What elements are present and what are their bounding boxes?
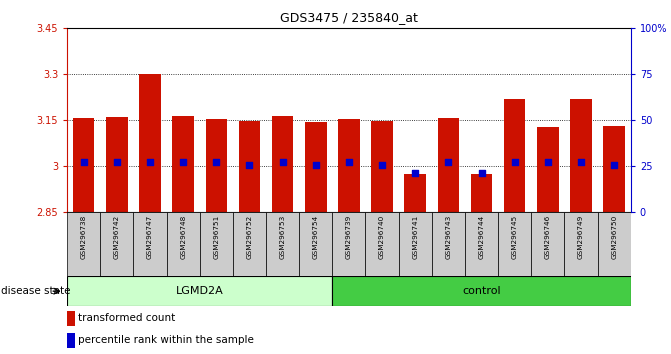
- Bar: [200, 212, 233, 276]
- Text: disease state: disease state: [1, 286, 70, 296]
- Point: [211, 160, 221, 165]
- Text: GSM296747: GSM296747: [147, 214, 153, 258]
- Bar: [305, 122, 327, 212]
- Text: GSM296752: GSM296752: [246, 214, 252, 258]
- Bar: [366, 212, 399, 276]
- Bar: [139, 74, 161, 212]
- Text: LGMD2A: LGMD2A: [176, 286, 223, 296]
- Text: percentile rank within the sample: percentile rank within the sample: [78, 335, 254, 345]
- Text: GSM296743: GSM296743: [446, 214, 452, 258]
- Point: [244, 162, 255, 168]
- Bar: [67, 333, 74, 348]
- Bar: [67, 212, 100, 276]
- Text: GSM296753: GSM296753: [280, 214, 286, 258]
- Bar: [272, 116, 293, 212]
- Bar: [299, 212, 332, 276]
- Text: GSM296739: GSM296739: [346, 214, 352, 258]
- Point: [509, 160, 520, 165]
- Point: [476, 170, 487, 176]
- Bar: [465, 212, 498, 276]
- Text: GSM296741: GSM296741: [412, 214, 418, 258]
- Bar: [166, 212, 200, 276]
- Text: GSM296746: GSM296746: [545, 214, 551, 258]
- Bar: [564, 212, 598, 276]
- Bar: [266, 212, 299, 276]
- Text: GSM296742: GSM296742: [114, 214, 120, 258]
- Point: [79, 160, 89, 165]
- Text: GDS3475 / 235840_at: GDS3475 / 235840_at: [280, 11, 418, 24]
- Bar: [73, 118, 95, 212]
- Point: [443, 160, 454, 165]
- Bar: [239, 121, 260, 212]
- Point: [111, 160, 122, 165]
- Bar: [504, 99, 525, 212]
- Bar: [432, 212, 465, 276]
- Text: GSM296754: GSM296754: [313, 214, 319, 258]
- Bar: [471, 174, 493, 212]
- Text: GSM296748: GSM296748: [180, 214, 186, 258]
- Text: GSM296751: GSM296751: [213, 214, 219, 258]
- Bar: [233, 212, 266, 276]
- Bar: [570, 99, 592, 212]
- Point: [145, 160, 156, 165]
- Text: GSM296750: GSM296750: [611, 214, 617, 258]
- Bar: [67, 311, 74, 326]
- Text: GSM296740: GSM296740: [379, 214, 385, 258]
- Text: GSM296749: GSM296749: [578, 214, 584, 258]
- Bar: [332, 276, 631, 306]
- Point: [277, 160, 288, 165]
- Text: GSM296738: GSM296738: [81, 214, 87, 258]
- Point: [609, 162, 619, 168]
- Bar: [531, 212, 564, 276]
- Point: [376, 162, 387, 168]
- Point: [344, 160, 354, 165]
- Text: GSM296744: GSM296744: [478, 214, 484, 258]
- Bar: [106, 117, 127, 212]
- Bar: [537, 127, 559, 212]
- Point: [410, 170, 421, 176]
- Point: [576, 160, 586, 165]
- Text: control: control: [462, 286, 501, 296]
- Bar: [338, 119, 360, 212]
- Bar: [172, 116, 194, 212]
- Bar: [371, 121, 393, 212]
- Bar: [332, 212, 366, 276]
- Text: transformed count: transformed count: [78, 313, 175, 323]
- Bar: [405, 174, 426, 212]
- Bar: [399, 212, 432, 276]
- Point: [311, 162, 321, 168]
- Text: GSM296745: GSM296745: [512, 214, 518, 258]
- Bar: [603, 126, 625, 212]
- Bar: [100, 212, 134, 276]
- Bar: [205, 119, 227, 212]
- Bar: [498, 212, 531, 276]
- Bar: [67, 276, 332, 306]
- Bar: [437, 118, 459, 212]
- Bar: [598, 212, 631, 276]
- Point: [178, 160, 189, 165]
- Bar: [134, 212, 166, 276]
- Point: [542, 160, 553, 165]
